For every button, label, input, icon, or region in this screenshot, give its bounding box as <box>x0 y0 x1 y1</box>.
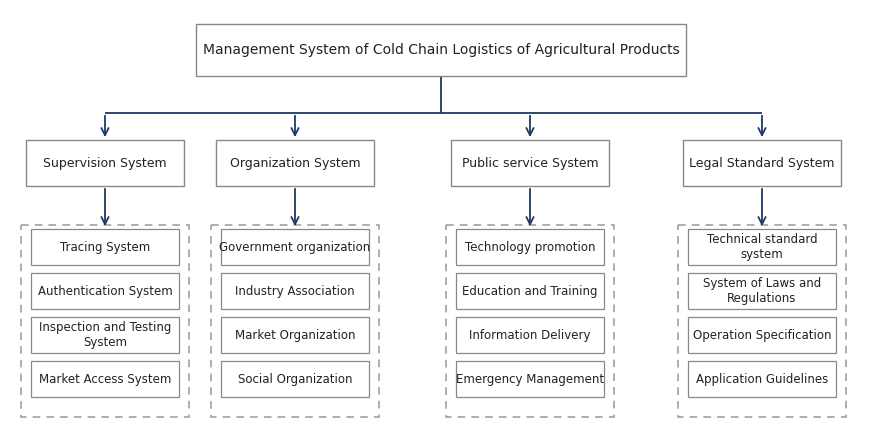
Text: Industry Association: Industry Association <box>235 285 355 298</box>
Text: Authentication System: Authentication System <box>38 285 172 298</box>
Bar <box>678 225 846 417</box>
Text: Social Organization: Social Organization <box>238 372 352 385</box>
Text: Application Guidelines: Application Guidelines <box>696 372 828 385</box>
Text: Inspection and Testing
System: Inspection and Testing System <box>39 321 171 349</box>
Text: Operation Specification: Operation Specification <box>692 328 831 342</box>
Bar <box>31 229 179 265</box>
Bar <box>221 317 369 353</box>
Bar <box>683 140 841 186</box>
Text: Organization System: Organization System <box>229 156 361 169</box>
Bar <box>451 140 609 186</box>
Bar <box>456 273 604 309</box>
Text: Market Access System: Market Access System <box>39 372 171 385</box>
Text: Emergency Management: Emergency Management <box>456 372 604 385</box>
Text: Information Delivery: Information Delivery <box>469 328 591 342</box>
Bar <box>221 361 369 397</box>
Bar <box>456 229 604 265</box>
Text: Management System of Cold Chain Logistics of Agricultural Products: Management System of Cold Chain Logistic… <box>203 43 679 57</box>
Bar <box>446 225 614 417</box>
Bar <box>688 229 836 265</box>
Bar <box>31 317 179 353</box>
Bar <box>456 317 604 353</box>
Text: Government organization: Government organization <box>220 241 370 254</box>
Bar <box>688 273 836 309</box>
Text: Technology promotion: Technology promotion <box>465 241 595 254</box>
Text: Supervision System: Supervision System <box>43 156 167 169</box>
Text: Education and Training: Education and Training <box>462 285 598 298</box>
Bar <box>688 361 836 397</box>
Bar <box>456 361 604 397</box>
Bar <box>31 361 179 397</box>
Text: Legal Standard System: Legal Standard System <box>689 156 834 169</box>
Bar <box>196 24 686 76</box>
Bar <box>21 225 189 417</box>
Bar <box>221 273 369 309</box>
Text: Market Organization: Market Organization <box>235 328 355 342</box>
Bar <box>688 317 836 353</box>
Text: Technical standard
system: Technical standard system <box>706 233 818 261</box>
Bar <box>31 273 179 309</box>
Text: System of Laws and
Regulations: System of Laws and Regulations <box>703 277 821 305</box>
Text: Tracing System: Tracing System <box>60 241 150 254</box>
Bar <box>211 225 379 417</box>
Bar <box>216 140 374 186</box>
Bar <box>221 229 369 265</box>
Bar <box>26 140 184 186</box>
Text: Public service System: Public service System <box>461 156 598 169</box>
